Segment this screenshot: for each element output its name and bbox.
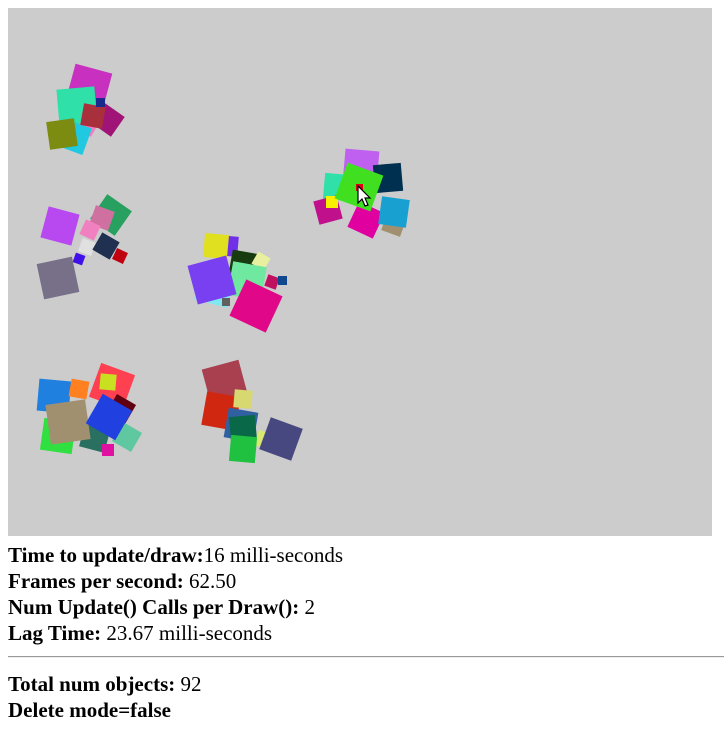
game-canvas-drawing[interactable] xyxy=(8,8,712,536)
square-object[interactable] xyxy=(233,389,253,409)
object-cluster[interactable] xyxy=(46,63,125,155)
frames-per-second-row: Frames per second: 62.50 xyxy=(8,568,343,594)
object-cluster[interactable] xyxy=(187,232,287,333)
lag-time-row: Lag Time: 23.67 milli-seconds xyxy=(8,620,343,646)
arrow-cursor-icon xyxy=(357,184,372,207)
square-object[interactable] xyxy=(96,98,105,107)
square-object[interactable] xyxy=(228,434,258,464)
updates-label: Num Update() Calls per Draw(): xyxy=(8,595,300,619)
square-object[interactable] xyxy=(85,393,133,441)
square-object[interactable] xyxy=(222,298,230,306)
object-cluster[interactable] xyxy=(36,362,143,456)
square-object[interactable] xyxy=(46,118,78,150)
time-value: 16 milli-seconds xyxy=(203,543,344,567)
object-cluster[interactable] xyxy=(313,148,410,239)
delete-mode-text: Delete mode=false xyxy=(8,698,171,722)
square-object[interactable] xyxy=(112,248,128,264)
square-object[interactable] xyxy=(72,252,86,266)
update-calls-row: Num Update() Calls per Draw(): 2 xyxy=(8,594,343,620)
game-canvas[interactable] xyxy=(8,8,712,536)
lag-label: Lag Time: xyxy=(8,621,102,645)
object-cluster[interactable] xyxy=(201,359,303,464)
square-object[interactable] xyxy=(326,196,338,208)
square-object[interactable] xyxy=(102,444,114,456)
square-object[interactable] xyxy=(78,238,96,256)
square-object[interactable] xyxy=(378,196,410,228)
objects-label: Total num objects: xyxy=(8,672,176,696)
square-object[interactable] xyxy=(202,232,230,260)
square-object[interactable] xyxy=(372,162,404,194)
square-object[interactable] xyxy=(347,201,385,239)
square-object[interactable] xyxy=(68,378,90,400)
square-object[interactable] xyxy=(80,103,106,129)
square-object[interactable] xyxy=(187,255,237,305)
horizontal-divider xyxy=(8,656,724,658)
square-object[interactable] xyxy=(45,399,91,445)
fps-label: Frames per second: xyxy=(8,569,184,593)
square-object[interactable] xyxy=(264,274,280,290)
square-object[interactable] xyxy=(92,232,120,260)
objects-value: 92 xyxy=(180,672,202,696)
square-object[interactable] xyxy=(36,256,80,300)
square-object[interactable] xyxy=(40,206,80,246)
updates-value: 2 xyxy=(304,595,316,619)
time-to-update-draw-row: Time to update/draw:16 milli-seconds xyxy=(8,542,343,568)
total-objects-row: Total num objects: 92 xyxy=(8,671,201,697)
fps-value: 62.50 xyxy=(189,569,237,593)
square-object[interactable] xyxy=(229,279,283,333)
performance-stats: Time to update/draw:16 milli-seconds Fra… xyxy=(8,542,343,646)
object-totals: Total num objects: 92 Delete mode=false xyxy=(8,671,201,723)
object-cluster[interactable] xyxy=(36,194,132,300)
square-object[interactable] xyxy=(259,417,303,461)
lag-value: 23.67 milli-seconds xyxy=(106,621,273,645)
square-object[interactable] xyxy=(278,276,287,285)
delete-mode-row: Delete mode=false xyxy=(8,697,201,723)
square-object[interactable] xyxy=(79,219,101,241)
square-object[interactable] xyxy=(99,373,117,391)
time-label: Time to update/draw: xyxy=(8,543,204,567)
